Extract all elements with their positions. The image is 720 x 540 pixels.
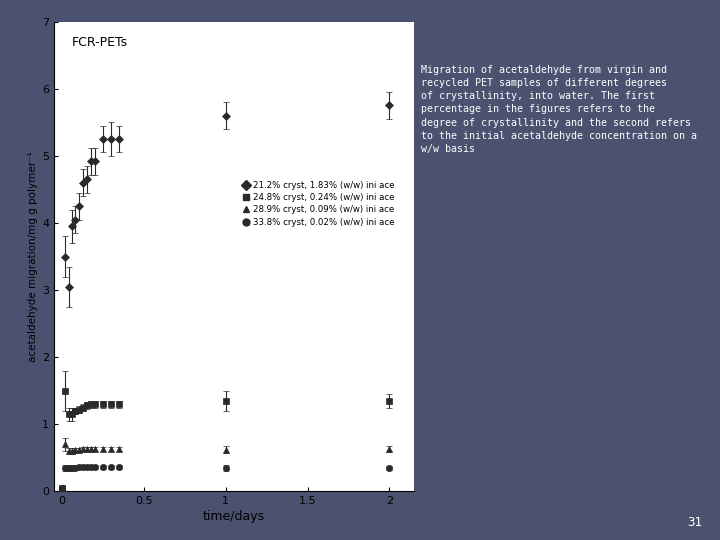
Text: Migration of acetaldehyde from virgin and
recycled PET samples of different degr: Migration of acetaldehyde from virgin an… xyxy=(421,65,697,154)
Legend: 21.2% cryst, 1.83% (w/w) ini ace, 24.8% cryst, 0.24% (w/w) ini ace, 28.9% cryst,: 21.2% cryst, 1.83% (w/w) ini ace, 24.8% … xyxy=(238,176,399,231)
Text: 31: 31 xyxy=(687,516,702,529)
Text: FCR-PETs: FCR-PETs xyxy=(72,36,128,49)
Y-axis label: acetaldehyde migration/mg g polymer⁻¹: acetaldehyde migration/mg g polymer⁻¹ xyxy=(28,151,38,362)
X-axis label: time/days: time/days xyxy=(203,510,265,523)
